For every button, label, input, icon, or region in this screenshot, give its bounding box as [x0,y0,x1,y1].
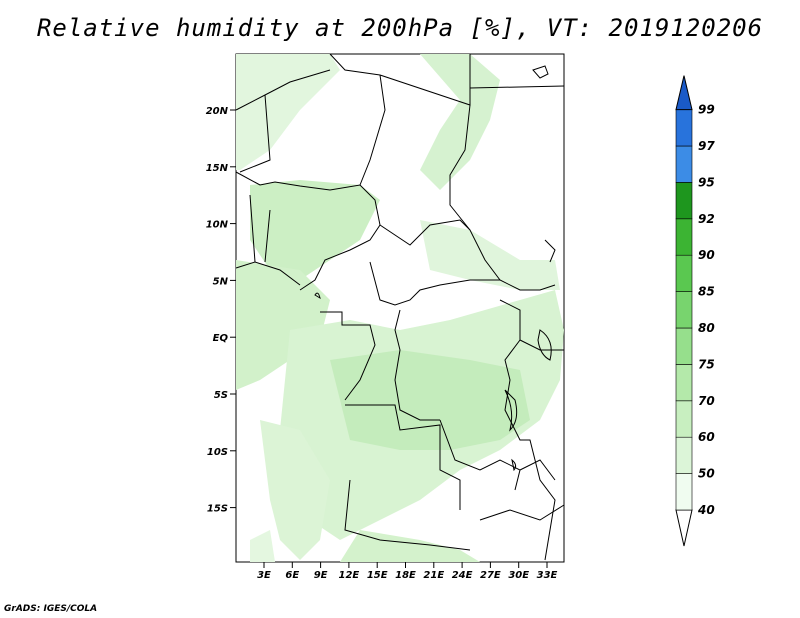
lon-tick-label: 6E [285,570,299,581]
lat-tick-label: 10N [206,220,229,231]
coastlines-lakes [314,65,556,472]
lon-tick-label: 9E [314,570,328,581]
colorbar-segment [675,364,693,402]
colorbar-label: 99 [698,103,715,117]
colorbar-label: 97 [698,139,715,153]
colorbar-label: 70 [698,394,715,408]
lat-tick-label: 5N [213,276,229,287]
lon-tick-label: 12E [339,570,360,581]
colorbar-label: 85 [698,285,715,299]
colorbar: 40 50 60 70 75 80 85 90 92 95 97 99 [675,75,715,547]
colorbar-segment [675,145,693,183]
lon-tick-label: 30E [508,570,529,581]
colorbar-label: 80 [698,321,715,335]
lon-tick-label: 24E [452,570,473,581]
lat-tick-label: 20N [206,106,229,117]
map-title: Relative humidity at 200hPa [%], VT: 201… [36,14,764,42]
colorbar-segment [675,473,693,511]
lat-tick-label: 10S [207,447,228,458]
country-borders [235,53,565,561]
colorbar-label: 90 [698,248,715,262]
colorbar-label: 50 [698,467,715,481]
colorbar-segment [675,218,693,256]
lat-tick-label: 15S [207,504,228,515]
colorbar-segment [675,182,693,220]
map-panel: 20N 15N 10N 5N EQ 5S 10S 15S 3E 6E 9E 12E 15E 18E 21E… [206,53,565,581]
lat-tick-label: EQ [213,333,229,344]
credit-text: GrADS: IGES/COLA [4,604,98,614]
colorbar-segment [675,291,693,329]
colorbar-segment [675,327,693,365]
colorbar-over-triangle [675,75,693,111]
lon-tick-label: 27E [480,570,501,581]
colorbar-label: 92 [698,212,715,226]
humidity-shading [236,54,564,562]
lon-tick-label: 33E [537,570,558,581]
colorbar-segment [675,400,693,438]
colorbar-label: 40 [697,503,715,517]
lat-tick-label: 5S [214,390,228,401]
lon-tick-label: 3E [257,570,271,581]
colorbar-segment [675,109,693,147]
lon-tick-label: 18E [395,570,416,581]
colorbar-under-triangle [675,509,693,547]
lon-ticks: 3E 6E 9E 12E 15E 18E 21E 24E 27E 30E 33E [257,562,558,581]
lat-tick-label: 15N [206,163,229,174]
colorbar-label: 95 [698,175,715,189]
lon-tick-label: 15E [367,570,388,581]
colorbar-label: 75 [698,357,715,371]
colorbar-label: 60 [698,430,715,444]
lon-tick-label: 21E [423,570,444,581]
colorbar-segment [675,436,693,474]
lat-ticks: 20N 15N 10N 5N EQ 5S 10S 15S [206,106,236,515]
colorbar-segment [675,254,693,292]
